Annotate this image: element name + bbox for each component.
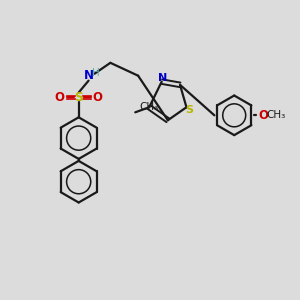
Text: O: O — [258, 109, 268, 122]
Text: O: O — [92, 91, 103, 104]
Text: N: N — [158, 73, 167, 83]
Text: CH₃: CH₃ — [139, 102, 158, 112]
Text: H: H — [92, 68, 99, 78]
Text: CH₃: CH₃ — [266, 110, 285, 120]
Text: N: N — [84, 69, 94, 82]
Text: S: S — [74, 91, 83, 104]
Text: S: S — [185, 105, 194, 115]
Text: O: O — [55, 91, 65, 104]
